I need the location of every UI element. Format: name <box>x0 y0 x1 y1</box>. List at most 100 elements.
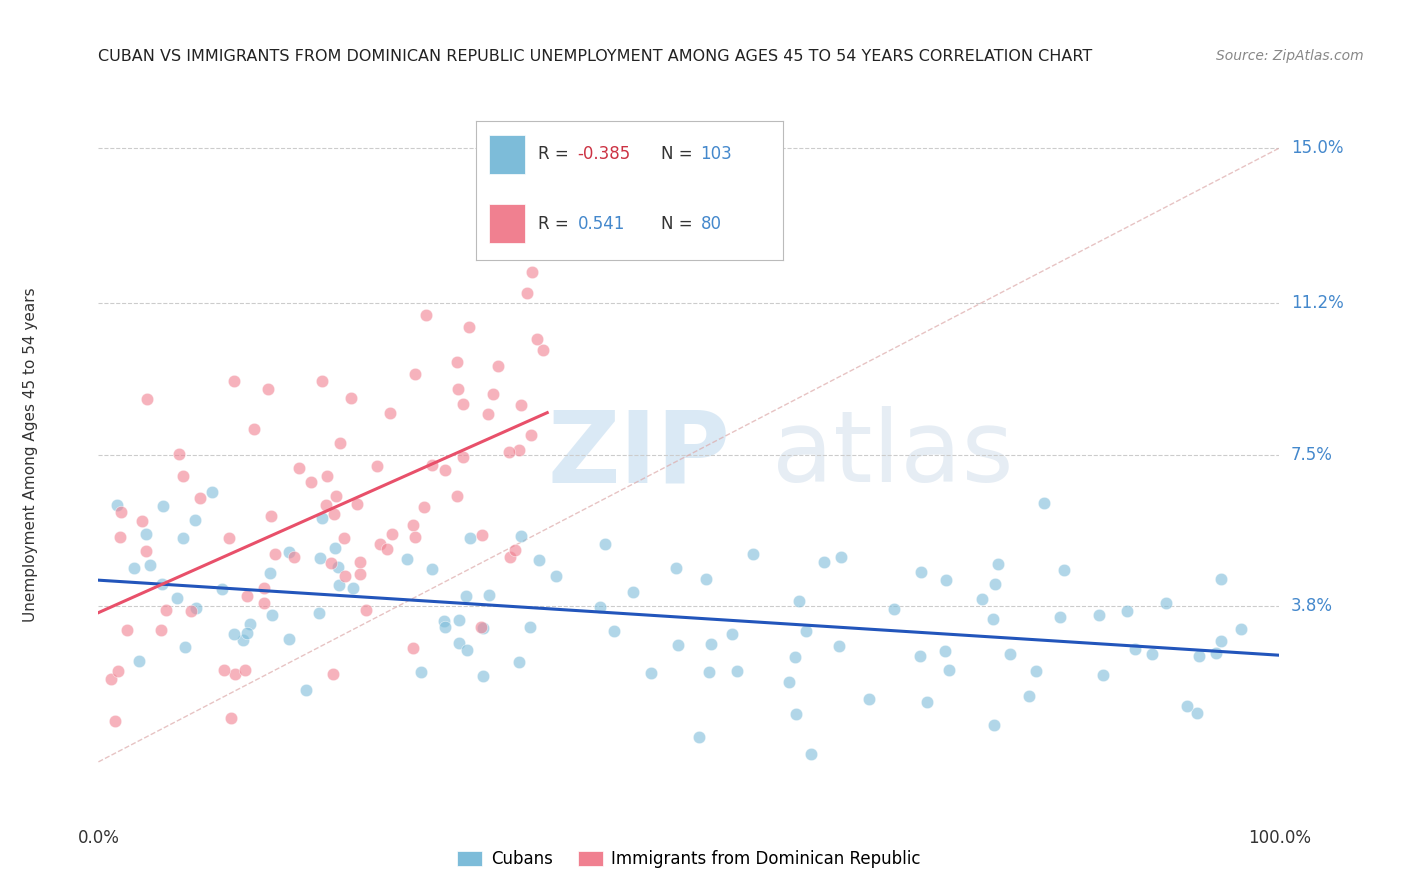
Point <box>260 607 283 622</box>
Point <box>100 673 122 687</box>
Point <box>201 484 224 499</box>
Point <box>308 607 330 621</box>
Point <box>700 637 723 651</box>
Point <box>375 542 398 557</box>
Point <box>349 567 371 582</box>
Point <box>508 442 530 457</box>
Point <box>323 541 346 555</box>
Point <box>520 428 543 442</box>
Point <box>529 553 551 567</box>
Point <box>326 560 349 574</box>
Text: R =: R = <box>537 145 574 163</box>
Point <box>477 407 499 421</box>
Point <box>110 505 132 519</box>
Point <box>1049 610 1071 624</box>
Text: 15.0%: 15.0% <box>1291 139 1343 157</box>
Point <box>173 640 195 655</box>
Point <box>697 665 720 680</box>
Point <box>787 594 810 608</box>
Point <box>224 374 246 388</box>
Point <box>460 531 482 545</box>
Text: 0.0%: 0.0% <box>77 829 120 847</box>
Point <box>278 545 301 559</box>
Point <box>603 624 626 639</box>
Point <box>593 537 616 551</box>
Point <box>172 532 194 546</box>
Point <box>184 513 207 527</box>
Point <box>447 613 470 627</box>
Point <box>498 549 520 564</box>
Point <box>457 319 479 334</box>
Point <box>666 638 689 652</box>
Point <box>1188 649 1211 664</box>
Point <box>354 603 377 617</box>
Point <box>998 647 1021 661</box>
Point <box>322 507 344 521</box>
Point <box>1025 664 1047 678</box>
Point <box>451 450 474 464</box>
Point <box>155 603 177 617</box>
Point <box>422 458 444 473</box>
Point <box>1033 496 1056 510</box>
Legend: Cubans, Immigrants from Dominican Republic: Cubans, Immigrants from Dominican Republ… <box>451 843 927 874</box>
Point <box>128 654 150 668</box>
Point <box>505 543 527 558</box>
Point <box>883 602 905 616</box>
Text: 7.5%: 7.5% <box>1291 446 1333 464</box>
Point <box>325 489 347 503</box>
Point <box>135 527 157 541</box>
Point <box>456 590 478 604</box>
Point <box>135 544 157 558</box>
Point <box>110 530 132 544</box>
Point <box>1230 622 1253 636</box>
Point <box>149 623 172 637</box>
Point <box>433 614 456 628</box>
Point <box>243 422 266 436</box>
Point <box>935 573 957 587</box>
Point <box>471 528 494 542</box>
Point <box>169 447 191 461</box>
Point <box>519 620 541 634</box>
Text: 80: 80 <box>700 215 721 233</box>
Point <box>482 387 505 401</box>
Point <box>522 264 544 278</box>
Point <box>311 510 333 524</box>
Point <box>640 666 662 681</box>
Point <box>446 489 468 503</box>
Point <box>621 585 644 599</box>
Point <box>219 711 242 725</box>
Point <box>1091 668 1114 682</box>
Point <box>1187 706 1209 721</box>
Point <box>742 547 765 561</box>
Point <box>910 566 932 580</box>
Point <box>526 332 548 346</box>
Point <box>531 343 554 357</box>
Point <box>349 555 371 569</box>
Point <box>415 308 437 322</box>
Point <box>544 568 567 582</box>
Point <box>264 547 287 561</box>
Point <box>1156 596 1178 610</box>
Point <box>725 664 748 678</box>
Point <box>785 706 807 721</box>
Point <box>434 463 457 477</box>
Point <box>395 551 418 566</box>
Point <box>333 532 356 546</box>
Text: atlas: atlas <box>772 407 1014 503</box>
Point <box>813 555 835 569</box>
Text: 11.2%: 11.2% <box>1291 294 1344 312</box>
Text: N =: N = <box>661 215 697 233</box>
Point <box>333 568 356 582</box>
Point <box>236 589 259 603</box>
Point <box>224 667 246 681</box>
Point <box>934 644 956 658</box>
Point <box>239 616 262 631</box>
Text: R =: R = <box>537 215 579 233</box>
Text: Unemployment Among Ages 45 to 54 years: Unemployment Among Ages 45 to 54 years <box>24 287 38 623</box>
Point <box>299 475 322 489</box>
Point <box>470 620 492 634</box>
Point <box>115 623 138 637</box>
Point <box>315 498 337 512</box>
Point <box>828 639 851 653</box>
Text: CUBAN VS IMMIGRANTS FROM DOMINICAN REPUBLIC UNEMPLOYMENT AMONG AGES 45 TO 54 YEA: CUBAN VS IMMIGRANTS FROM DOMINICAN REPUB… <box>98 49 1092 64</box>
